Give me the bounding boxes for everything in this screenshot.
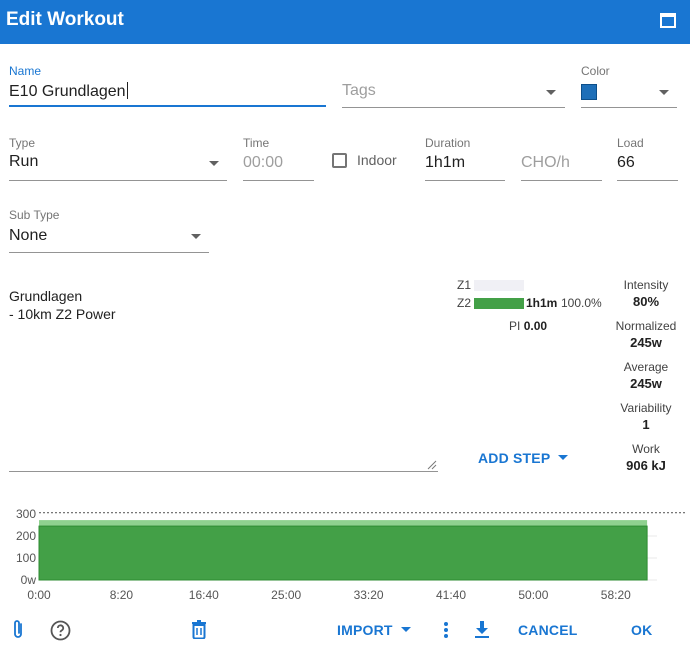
series-band bbox=[39, 520, 648, 527]
description-textarea[interactable]: Grundlagen - 10km Z2 Power bbox=[9, 287, 116, 323]
help-icon[interactable] bbox=[50, 620, 71, 641]
zone-bar-track bbox=[474, 280, 524, 291]
y-tick-label: 0w bbox=[21, 573, 37, 587]
chevron-down-icon bbox=[400, 627, 411, 632]
duration-underline bbox=[425, 180, 505, 181]
x-tick-label: 58:20 bbox=[601, 588, 631, 602]
x-tick-label: 16:40 bbox=[189, 588, 219, 602]
dialog-header: Edit Workout bbox=[0, 0, 690, 44]
load-input[interactable]: 66 bbox=[617, 154, 635, 171]
time-label: Time bbox=[243, 136, 270, 150]
resize-handle-icon[interactable] bbox=[427, 460, 437, 470]
subtype-select[interactable]: None bbox=[9, 227, 48, 244]
text-cursor bbox=[126, 82, 128, 99]
subtype-dropdown-icon[interactable] bbox=[191, 234, 201, 239]
workout-chart[interactable]: 300 200 100 0w0:00 8:20 16:40 25:00 33:20 41:40 5… bbox=[0, 500, 690, 610]
x-tick-label: 0:00 bbox=[27, 588, 51, 602]
y-tick-label: 300 bbox=[16, 507, 36, 521]
zone-label: Z2 bbox=[457, 296, 472, 310]
x-tick-label: 8:20 bbox=[110, 588, 134, 602]
x-tick-label: 33:20 bbox=[354, 588, 384, 602]
x-tick-label: 41:40 bbox=[436, 588, 466, 602]
indoor-label: Indoor bbox=[357, 152, 397, 168]
stat-value: 80% bbox=[632, 294, 660, 309]
stat-label: Intensity bbox=[623, 278, 669, 292]
zone-bar bbox=[474, 298, 524, 309]
stat-label: Work bbox=[632, 442, 660, 456]
stat-label: Average bbox=[623, 360, 669, 374]
stat-value: 245w bbox=[630, 335, 662, 350]
type-dropdown-icon[interactable] bbox=[209, 161, 219, 166]
zone-label: Z1 bbox=[457, 278, 472, 292]
zone-time: 1h1m bbox=[526, 296, 558, 310]
type-label: Type bbox=[9, 136, 36, 150]
color-dropdown-icon[interactable] bbox=[659, 90, 669, 95]
color-swatch[interactable] bbox=[581, 84, 597, 100]
name-value: E10 Grundlagen bbox=[9, 83, 126, 100]
series-area bbox=[38, 525, 648, 581]
type-underline bbox=[9, 180, 227, 181]
stat-label: Normalized bbox=[615, 319, 677, 333]
type-select[interactable]: Run bbox=[9, 153, 39, 170]
description-line: - 10km Z2 Power bbox=[9, 306, 116, 322]
subtype-label: Sub Type bbox=[9, 208, 60, 222]
zone-percent: 100.0% bbox=[561, 296, 602, 310]
cancel-button[interactable]: CANCEL bbox=[518, 622, 578, 638]
stat-value: 1 bbox=[642, 417, 650, 432]
name-underline bbox=[9, 105, 326, 107]
trash-icon[interactable] bbox=[191, 620, 207, 639]
stat-label: Variability bbox=[620, 401, 672, 415]
cho-input[interactable]: CHO/h bbox=[521, 154, 570, 171]
duration-label: Duration bbox=[425, 136, 471, 150]
download-icon[interactable] bbox=[474, 620, 490, 639]
import-button[interactable]: IMPORT bbox=[337, 622, 411, 638]
tags-input[interactable]: Tags bbox=[342, 82, 376, 99]
add-step-button[interactable]: ADD STEP bbox=[478, 450, 569, 466]
chevron-down-icon bbox=[558, 455, 569, 460]
description-underline bbox=[9, 471, 438, 472]
time-underline bbox=[243, 180, 314, 181]
tags-underline bbox=[342, 107, 565, 108]
cho-underline bbox=[521, 180, 602, 181]
y-tick-label: 100 bbox=[16, 551, 36, 565]
name-input[interactable]: E10 Grundlagen bbox=[9, 82, 128, 101]
duration-input[interactable]: 1h1m bbox=[425, 154, 466, 171]
name-label: Name bbox=[9, 64, 42, 78]
dialog-title: Edit Workout bbox=[6, 9, 124, 30]
x-tick-label: 50:00 bbox=[518, 588, 548, 602]
x-tick-label: 25:00 bbox=[271, 588, 301, 602]
stat-value: 245w bbox=[630, 376, 662, 391]
maximize-icon[interactable] bbox=[660, 13, 676, 28]
load-label: Load bbox=[617, 136, 644, 150]
description-line: Grundlagen bbox=[9, 288, 83, 304]
load-underline bbox=[617, 180, 678, 181]
subtype-underline bbox=[9, 252, 209, 253]
tags-dropdown-icon[interactable] bbox=[546, 90, 556, 95]
pi-readout: PI 0.00 bbox=[509, 319, 548, 333]
color-label: Color bbox=[581, 64, 610, 78]
time-input[interactable]: 00:00 bbox=[243, 154, 284, 171]
ok-button[interactable]: OK bbox=[631, 622, 653, 638]
more-vert-icon[interactable] bbox=[443, 621, 449, 639]
color-underline bbox=[581, 107, 677, 108]
y-tick-label: 200 bbox=[16, 529, 36, 543]
indoor-checkbox[interactable] bbox=[332, 153, 347, 168]
attachment-icon[interactable] bbox=[10, 619, 26, 641]
stat-value: 906 kJ bbox=[626, 458, 666, 473]
